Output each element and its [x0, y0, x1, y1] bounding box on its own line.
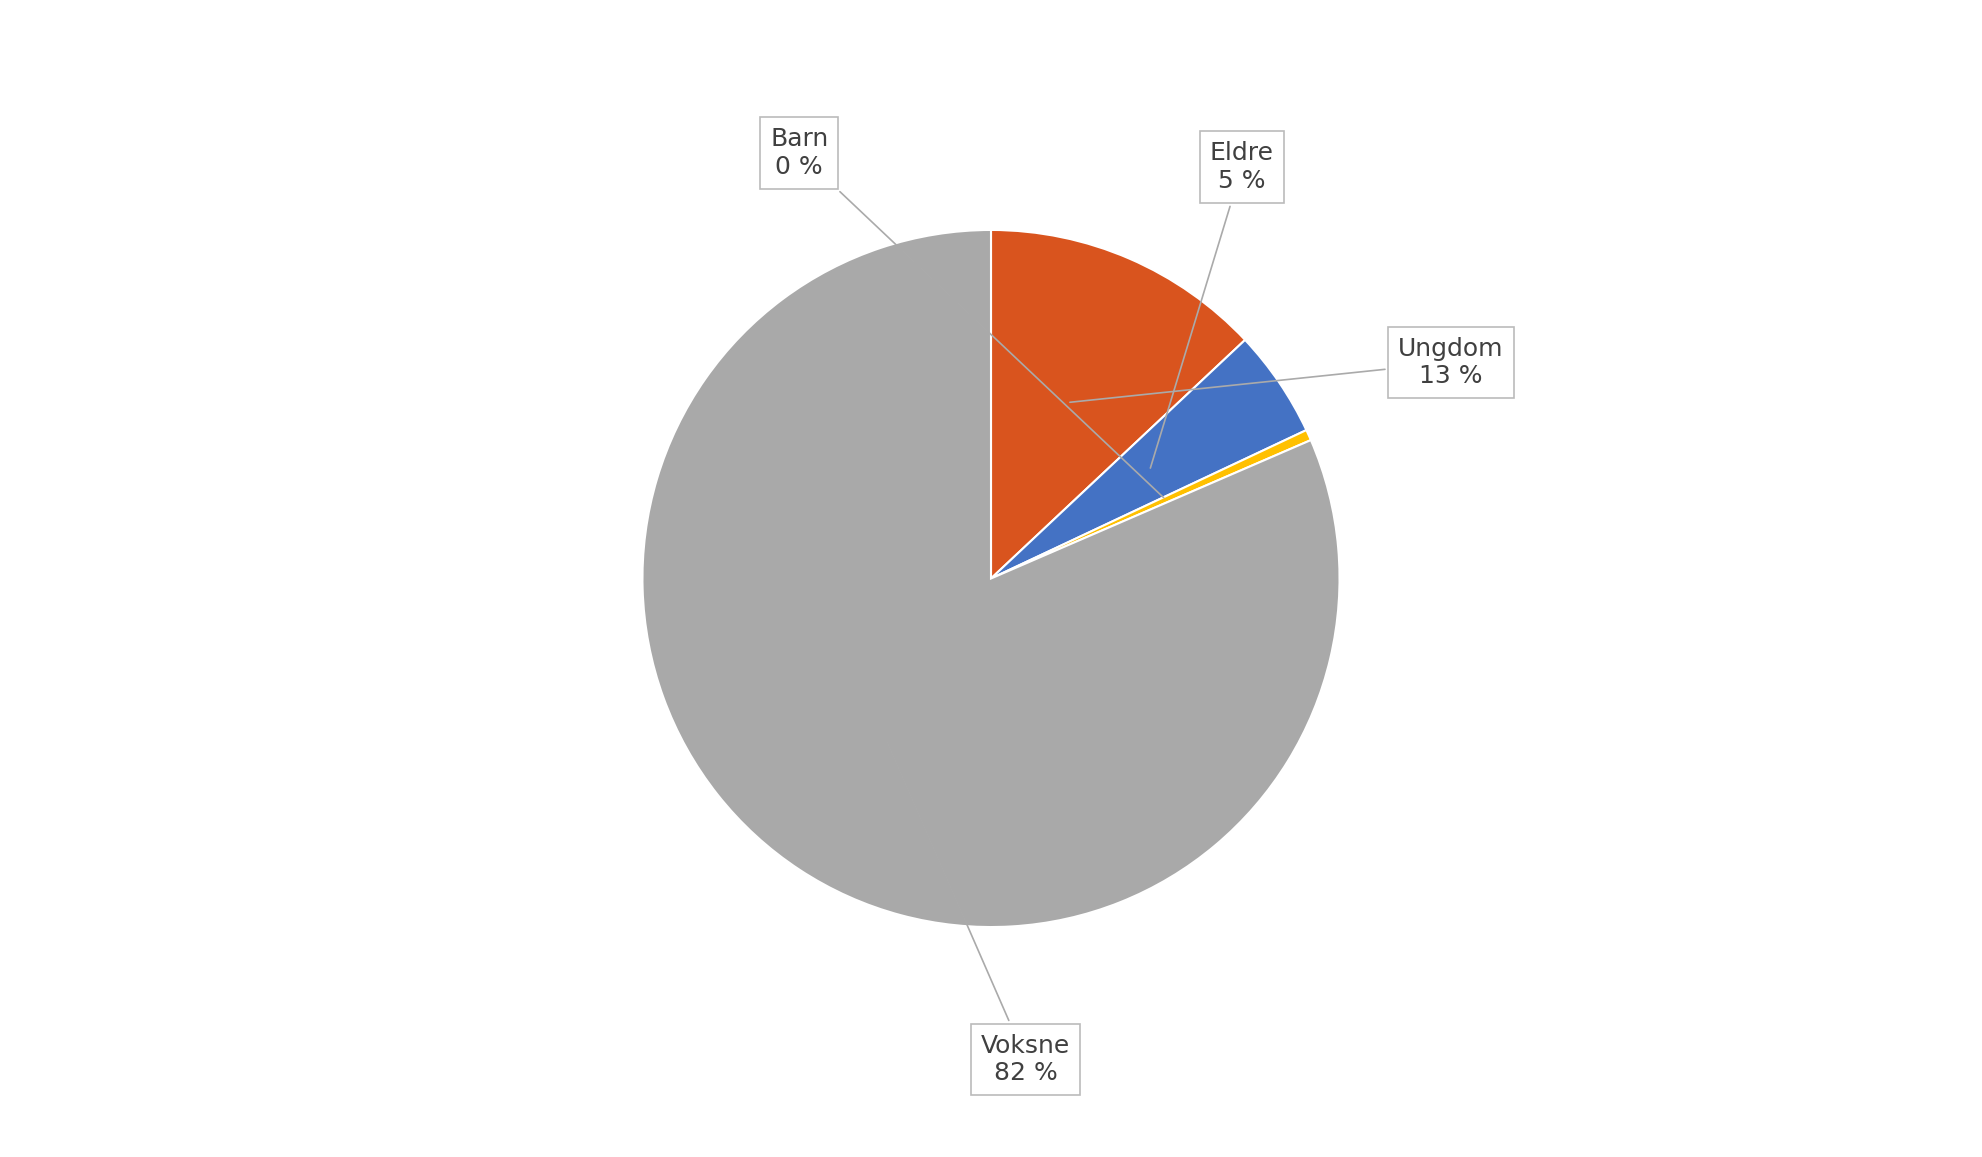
- Wedge shape: [991, 430, 1310, 578]
- Text: Barn
0 %: Barn 0 %: [771, 127, 1163, 498]
- Text: Eldre
5 %: Eldre 5 %: [1150, 141, 1274, 469]
- Text: Voksne
82 %: Voksne 82 %: [886, 742, 1070, 1085]
- Text: Ungdom
13 %: Ungdom 13 %: [1070, 337, 1504, 403]
- Wedge shape: [991, 230, 1245, 578]
- Wedge shape: [642, 230, 1340, 927]
- Wedge shape: [991, 340, 1306, 578]
